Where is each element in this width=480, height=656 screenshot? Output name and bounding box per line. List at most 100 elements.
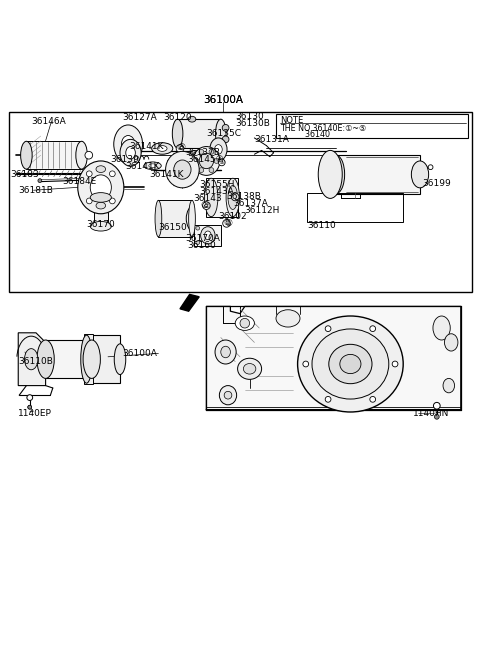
- Text: 36141K: 36141K: [125, 162, 159, 171]
- Text: 36155H: 36155H: [199, 180, 235, 190]
- Ellipse shape: [193, 146, 220, 175]
- Circle shape: [176, 144, 184, 152]
- Circle shape: [303, 361, 309, 367]
- Ellipse shape: [144, 162, 161, 170]
- Ellipse shape: [83, 340, 100, 379]
- Text: 36141K: 36141K: [149, 170, 183, 179]
- Ellipse shape: [189, 150, 203, 158]
- Circle shape: [325, 326, 331, 331]
- Text: 36141K: 36141K: [130, 142, 164, 151]
- Text: 36139: 36139: [110, 155, 139, 165]
- Circle shape: [199, 150, 204, 154]
- Circle shape: [109, 171, 115, 176]
- Circle shape: [28, 405, 32, 409]
- Text: 36143A: 36143A: [199, 187, 234, 196]
- Circle shape: [28, 405, 32, 409]
- Circle shape: [325, 396, 331, 402]
- Ellipse shape: [443, 379, 455, 393]
- Ellipse shape: [121, 136, 135, 153]
- Text: NOTE: NOTE: [280, 116, 303, 125]
- Ellipse shape: [90, 222, 111, 231]
- Ellipse shape: [411, 161, 429, 188]
- Text: 36131A: 36131A: [254, 135, 289, 144]
- Text: ⑤: ⑤: [178, 143, 186, 152]
- Circle shape: [196, 226, 200, 230]
- Polygon shape: [180, 295, 199, 311]
- Circle shape: [199, 168, 204, 173]
- Text: ①: ①: [224, 220, 229, 226]
- Circle shape: [428, 165, 433, 170]
- Circle shape: [218, 159, 225, 166]
- Ellipse shape: [215, 340, 236, 364]
- Ellipse shape: [172, 119, 183, 148]
- Text: ②: ②: [204, 203, 209, 209]
- Ellipse shape: [221, 346, 230, 358]
- Ellipse shape: [226, 178, 240, 216]
- Ellipse shape: [81, 335, 92, 383]
- Bar: [9, 112, 472, 292]
- Text: 36199: 36199: [422, 178, 451, 188]
- Ellipse shape: [149, 164, 156, 168]
- Ellipse shape: [219, 386, 237, 405]
- Ellipse shape: [174, 160, 191, 179]
- Bar: [84, 335, 93, 384]
- Ellipse shape: [189, 200, 195, 237]
- Text: 36150: 36150: [158, 222, 187, 232]
- Text: 36110: 36110: [307, 221, 336, 230]
- Text: 36100A: 36100A: [122, 349, 157, 358]
- Text: 36170A: 36170A: [185, 234, 220, 243]
- Text: 36120: 36120: [163, 113, 192, 122]
- Ellipse shape: [96, 166, 106, 173]
- Text: ③: ③: [219, 159, 225, 165]
- Ellipse shape: [37, 340, 54, 379]
- Ellipse shape: [444, 334, 458, 351]
- Text: 36143: 36143: [193, 194, 222, 203]
- Text: 36146A: 36146A: [31, 117, 66, 126]
- Text: 36130B: 36130B: [235, 119, 270, 128]
- Ellipse shape: [199, 154, 214, 169]
- Bar: [86, 335, 120, 383]
- Ellipse shape: [201, 227, 215, 244]
- Bar: [94, 197, 108, 226]
- Ellipse shape: [152, 143, 173, 154]
- Circle shape: [434, 415, 439, 419]
- Ellipse shape: [238, 358, 262, 379]
- Text: 36102: 36102: [218, 212, 247, 221]
- Circle shape: [86, 198, 92, 204]
- Bar: [46, 340, 92, 379]
- Text: 36181B: 36181B: [18, 186, 53, 195]
- Text: 36100A: 36100A: [203, 95, 243, 105]
- Circle shape: [224, 392, 232, 399]
- Circle shape: [86, 171, 92, 176]
- Ellipse shape: [21, 141, 32, 169]
- Ellipse shape: [298, 316, 403, 412]
- Ellipse shape: [24, 348, 38, 370]
- Text: 36135C: 36135C: [206, 129, 241, 138]
- Ellipse shape: [120, 139, 141, 166]
- Bar: [178, 119, 221, 148]
- Polygon shape: [18, 333, 46, 386]
- Text: 36170: 36170: [86, 220, 115, 230]
- Text: 36127A: 36127A: [122, 113, 157, 122]
- Text: 36145④: 36145④: [187, 155, 224, 163]
- Ellipse shape: [276, 310, 300, 327]
- Text: THE NO.36140E:①~⑤: THE NO.36140E:①~⑤: [280, 124, 366, 133]
- Bar: [206, 178, 238, 216]
- Ellipse shape: [210, 138, 227, 161]
- Circle shape: [433, 402, 440, 409]
- Circle shape: [214, 159, 219, 163]
- Ellipse shape: [231, 193, 239, 201]
- Ellipse shape: [312, 329, 389, 399]
- Text: ④: ④: [177, 146, 183, 152]
- Circle shape: [196, 241, 200, 245]
- Ellipse shape: [340, 354, 361, 374]
- Ellipse shape: [166, 152, 199, 188]
- Text: 36183: 36183: [11, 170, 39, 179]
- Text: 36140: 36140: [280, 130, 330, 138]
- Ellipse shape: [114, 344, 126, 375]
- Ellipse shape: [204, 231, 211, 239]
- Circle shape: [194, 159, 199, 163]
- Circle shape: [370, 326, 375, 331]
- Ellipse shape: [433, 316, 450, 340]
- Ellipse shape: [193, 152, 199, 156]
